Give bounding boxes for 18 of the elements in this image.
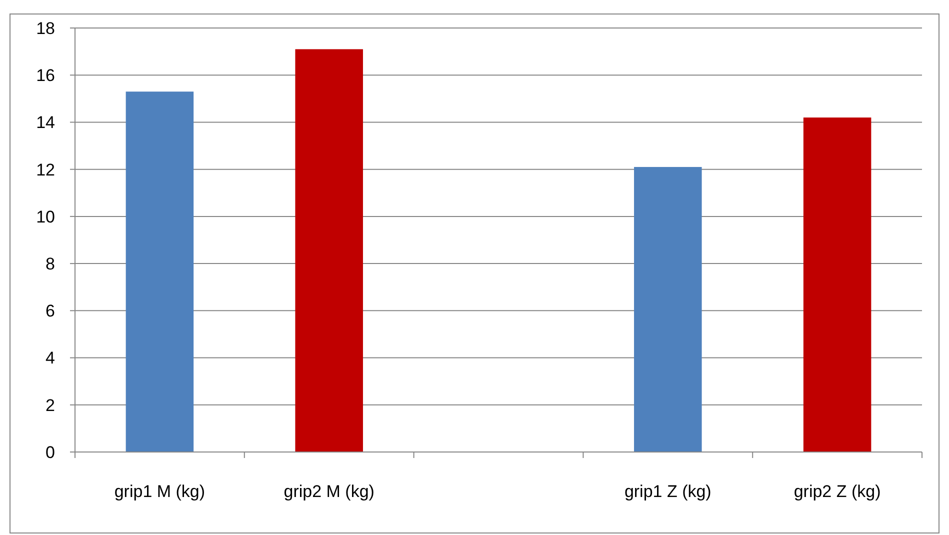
y-tick-label: 16 bbox=[36, 66, 55, 86]
y-tick-label: 18 bbox=[36, 18, 55, 38]
x-tick-label: grip1 Z (kg) bbox=[624, 482, 712, 501]
y-tick-label: 6 bbox=[46, 302, 55, 321]
y-tick-label: 4 bbox=[46, 348, 55, 368]
x-tick-label: grip1 M (kg) bbox=[114, 482, 206, 501]
bar bbox=[295, 49, 363, 452]
bar bbox=[634, 166, 702, 452]
y-tick-label: 8 bbox=[46, 254, 55, 274]
y-tick-label: 12 bbox=[36, 160, 55, 180]
y-tick-label: 2 bbox=[46, 396, 55, 415]
y-tick-label: 14 bbox=[36, 113, 55, 132]
y-tick-label: 0 bbox=[46, 442, 55, 462]
bar bbox=[126, 92, 194, 452]
x-tick-label: grip2 Z (kg) bbox=[794, 482, 881, 501]
bar bbox=[803, 118, 872, 452]
y-tick-label: 10 bbox=[36, 207, 55, 226]
x-tick-label: grip2 M (kg) bbox=[284, 482, 374, 501]
